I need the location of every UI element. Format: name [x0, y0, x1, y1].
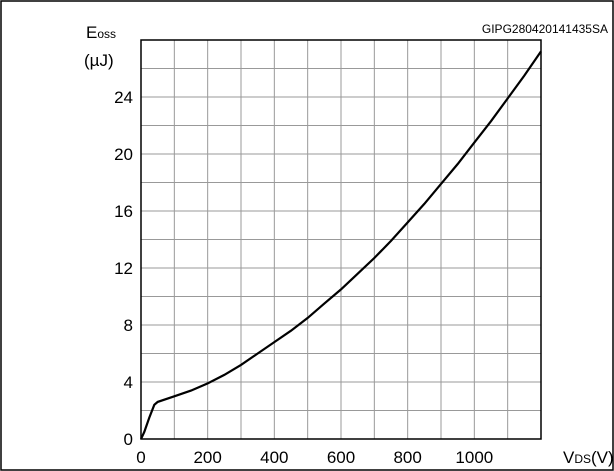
x-axis-label: VDS(V): [563, 448, 614, 467]
x-tick-label: 600: [327, 448, 355, 467]
y-tick-label: 12: [114, 259, 133, 278]
eoss-curve: [140, 50, 542, 440]
x-axis-label-sub: DS: [574, 452, 591, 466]
x-tick-label: 1000: [455, 448, 493, 467]
y-axis-label: Eoss: [86, 23, 116, 42]
grid-layer: [141, 40, 541, 439]
y-tick-label: 20: [114, 145, 133, 164]
y-tick-label: 4: [124, 373, 133, 392]
y-axis-label-sub: oss: [97, 27, 116, 41]
x-tick-label: 800: [393, 448, 421, 467]
tick-label-layer: 0 200 400 600 800 1000 0 4 8 12 16 20 24: [114, 88, 493, 467]
y-axis-unit: (µJ): [84, 51, 114, 70]
plot-frame: [140, 39, 542, 440]
x-tick-label: 200: [193, 448, 221, 467]
x-tick-label: 0: [136, 448, 145, 467]
y-tick-label: 0: [124, 430, 133, 449]
x-tick-label: 400: [260, 448, 288, 467]
y-axis-label-main: E: [86, 23, 97, 42]
y-tick-label: 8: [124, 316, 133, 335]
y-tick-label: 16: [114, 202, 133, 221]
x-axis-label-unit: (V): [591, 448, 614, 467]
figure-ref-code: GIPG280420141435SA: [482, 22, 608, 36]
x-axis-label-main: V: [563, 448, 575, 467]
y-tick-label: 24: [114, 88, 133, 107]
